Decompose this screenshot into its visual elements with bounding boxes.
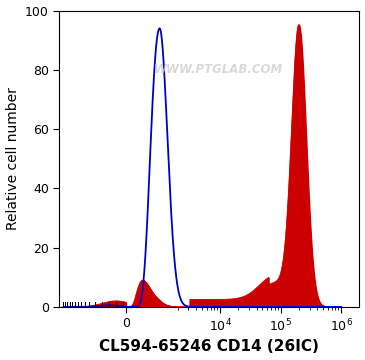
Text: WWW.PTGLAB.COM: WWW.PTGLAB.COM xyxy=(154,63,283,76)
X-axis label: CL594-65246 CD14 (26IC): CL594-65246 CD14 (26IC) xyxy=(100,339,319,355)
Y-axis label: Relative cell number: Relative cell number xyxy=(5,87,20,230)
